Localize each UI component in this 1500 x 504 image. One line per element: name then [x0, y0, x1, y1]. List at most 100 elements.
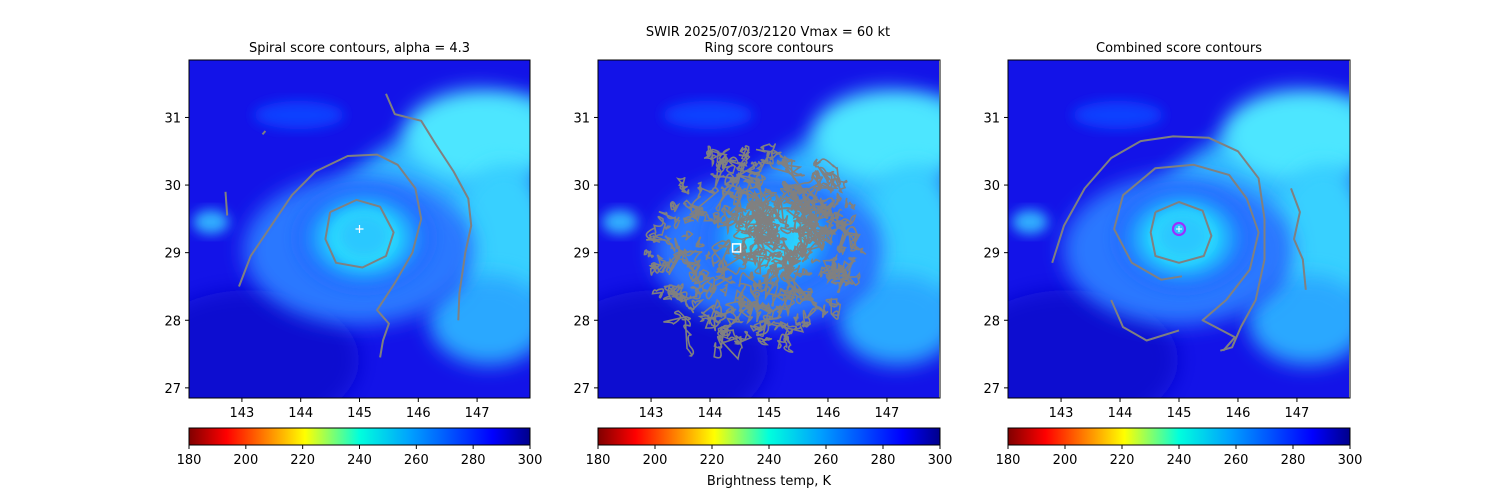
- ring-contour: [686, 259, 701, 282]
- center-marker: [731, 243, 742, 253]
- colorbar-tick-label: 300: [1338, 453, 1363, 468]
- y-tick-label: 31: [573, 111, 590, 126]
- colorbar-tick-label: 200: [643, 453, 668, 468]
- x-tick-label: 147: [465, 406, 490, 421]
- figure-suptitle: SWIR 2025/07/03/2120 Vmax = 60 kt: [646, 25, 890, 40]
- ring-contour: [818, 166, 841, 187]
- ring-contour: [751, 295, 762, 313]
- ring-contour: [835, 192, 842, 202]
- ring-contour: [787, 288, 806, 300]
- colorbar-tick-label: 220: [700, 453, 725, 468]
- ring-contour: [793, 313, 799, 322]
- y-tick-label: 29: [164, 247, 181, 262]
- ring-contour: [769, 258, 782, 270]
- x-tick-label: 144: [288, 406, 313, 421]
- ring-contour: [715, 259, 730, 274]
- ring-contour: [658, 210, 681, 230]
- ring-contour: [723, 204, 747, 217]
- ring-contour: [825, 211, 839, 225]
- center-marker: [1171, 221, 1187, 237]
- score-contour: [1149, 201, 1213, 264]
- ring-contour: [745, 201, 760, 214]
- ring-contour: [783, 195, 798, 205]
- ring-contour: [828, 252, 838, 262]
- ring-contour: [682, 199, 697, 220]
- ring-contour: [791, 217, 807, 243]
- ring-contour: [720, 186, 728, 197]
- y-tick-label: 30: [573, 179, 590, 194]
- ring-contour: [797, 206, 809, 216]
- ring-contour: [754, 271, 778, 292]
- ring-contour: [753, 307, 782, 329]
- spiral-score-panel: Spiral score contours, alpha = 4.3 143 144…: [164, 41, 542, 468]
- colorbar-tick-label: 260: [404, 453, 429, 468]
- ring-contour: [796, 183, 806, 197]
- ring-contour: [753, 225, 777, 247]
- ring-contour: [748, 271, 755, 280]
- ring-contour: [712, 212, 720, 225]
- ring-contour: [688, 280, 709, 300]
- ring-contour: [752, 227, 763, 240]
- ring-contour: [741, 223, 761, 234]
- x-tick-label: 143: [229, 406, 254, 421]
- ring-contour: [764, 279, 779, 301]
- ring-contour: [783, 326, 794, 338]
- ring-contour: [835, 223, 849, 229]
- colorbar-tick-label: 240: [1167, 453, 1192, 468]
- ring-contour: [722, 211, 739, 226]
- ring-contour: [717, 328, 742, 343]
- colorbar-tick-label: 200: [233, 453, 258, 468]
- colorbar-tick-label: 240: [347, 453, 372, 468]
- ring-contour: [848, 201, 856, 211]
- ring-contour: [681, 249, 703, 266]
- x-tick-label: 146: [816, 406, 841, 421]
- ring-contour: [688, 186, 720, 217]
- ring-contour: [817, 264, 832, 278]
- ring-contour: [732, 239, 747, 257]
- colorbar: 180 200 220 240 260 280 300: [177, 427, 542, 468]
- ring-contour: [703, 213, 715, 222]
- ring-contour: [755, 317, 771, 338]
- ring-contour: [755, 214, 773, 222]
- ring-contour: [843, 280, 851, 287]
- ring-contour: [680, 230, 694, 241]
- colorbar: 180 200 220 240 260 280 300: [996, 427, 1363, 468]
- ring-contour: [675, 176, 688, 190]
- ring-contour: [719, 283, 729, 297]
- ring-contour: [725, 296, 745, 323]
- ring-contour: [705, 250, 711, 261]
- ring-contour: [793, 268, 813, 278]
- colorbar-bar: [1007, 427, 1351, 446]
- ring-contour: [820, 223, 836, 236]
- ring-contour-region: [643, 143, 867, 361]
- score-contour: [1113, 163, 1260, 352]
- ring-contour: [792, 245, 810, 262]
- ring-contour: [813, 228, 830, 247]
- ring-contour: [696, 271, 711, 289]
- ring-contour: [697, 314, 716, 329]
- ring-contour: [840, 226, 859, 246]
- ring-contour: [663, 310, 692, 325]
- ring-contour: [688, 299, 705, 314]
- ring-contour: [757, 337, 769, 346]
- ring-contour: [839, 268, 854, 286]
- ring-contour: [662, 289, 673, 301]
- ring-contour: [832, 214, 857, 226]
- ring-contour: [750, 161, 760, 167]
- ring-contour: [810, 258, 821, 264]
- ring-contour: [756, 249, 775, 269]
- colorbar-tick-label: 220: [1110, 453, 1135, 468]
- ring-contour: [721, 243, 731, 266]
- ring-contour: [723, 165, 756, 193]
- colorbar-bar: [597, 427, 941, 446]
- combined-score-panel: Combined score contours 143 144 145 146 147 27…: [983, 41, 1363, 468]
- ring-contour: [663, 225, 671, 230]
- ring-contour: [778, 321, 787, 329]
- y-tick-label: 30: [164, 179, 181, 194]
- score-contour: [1290, 188, 1307, 290]
- ring-contour: [742, 249, 753, 266]
- ring-contour: [769, 251, 782, 259]
- ring-contour: [759, 246, 767, 256]
- ring-contour: [648, 235, 661, 243]
- x-tick-label: 144: [698, 406, 723, 421]
